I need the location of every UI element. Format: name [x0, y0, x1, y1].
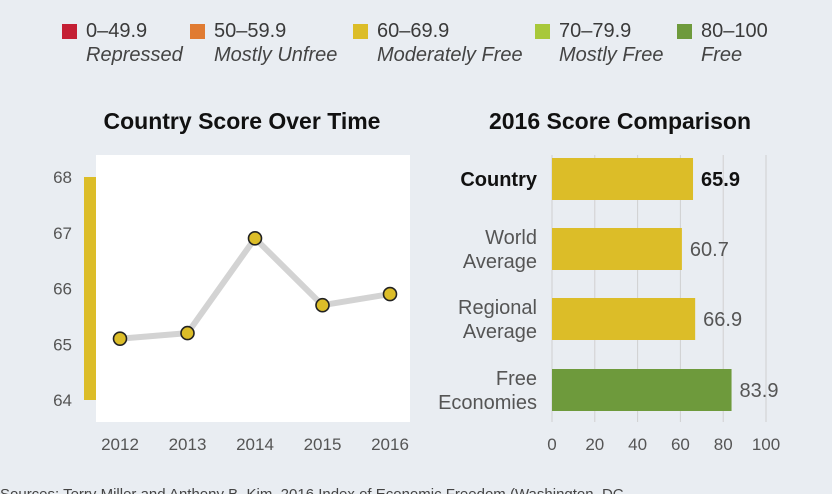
bar-chart-title: 2016 Score Comparison [488, 108, 752, 134]
legend-range: 60–69.9 [377, 20, 450, 42]
legend-range: 0–49.9 [86, 20, 148, 42]
comparison-bar [552, 298, 696, 340]
legend-swatch [353, 24, 368, 39]
x-tick-label: 80 [714, 435, 733, 454]
comparison-bar [552, 228, 682, 270]
bar-category-label: Average [463, 321, 537, 343]
legend-swatch [62, 24, 77, 39]
legend-swatch [190, 24, 205, 39]
legend-swatch [677, 24, 692, 39]
legend-range: 70–79.9 [559, 20, 632, 42]
y-tick-label: 65 [53, 335, 72, 354]
comparison-bar [552, 369, 732, 411]
score-legend: 0–49.9 Repressed 50–59.9 Mostly Unfree 6… [0, 0, 832, 80]
bar-category-label: Free [496, 368, 537, 390]
legend-category: Repressed [86, 44, 183, 66]
score-point [112, 331, 128, 346]
legend-range: 80–100 [701, 20, 768, 42]
x-tick-label: 40 [628, 435, 647, 454]
source-note: Sources: Terry Miller and Anthony B. Kim… [0, 486, 832, 494]
bar-category-label: Average [463, 251, 537, 273]
x-tick-label: 2016 [371, 435, 409, 454]
bar-value-label: 83.9 [740, 380, 779, 402]
x-tick-label: 2013 [169, 435, 207, 454]
y-tick-label: 67 [53, 224, 72, 243]
line-plot-area [96, 155, 410, 422]
legend-category: Mostly Free [559, 44, 664, 66]
x-tick-label: 2012 [101, 435, 139, 454]
bar-value-label: 66.9 [703, 309, 742, 331]
score-point [247, 231, 263, 246]
x-tick-label: 60 [671, 435, 690, 454]
y-tick-label: 68 [53, 168, 72, 187]
bar-category-label: World [485, 227, 537, 249]
score-point [315, 297, 330, 313]
x-tick-label: 2015 [304, 435, 342, 454]
score-point [180, 325, 195, 341]
y-tick-label: 64 [53, 391, 72, 410]
line-chart-title: Country Score Over Time [103, 108, 381, 134]
y-tick-label: 66 [53, 280, 72, 299]
score-category-band [84, 177, 96, 400]
bar-value-label: 65.9 [701, 169, 740, 191]
bar-value-label: 60.7 [690, 239, 729, 261]
x-tick-label: 20 [585, 435, 604, 454]
bar-category-label: Country [460, 169, 538, 191]
x-tick-label: 0 [547, 435, 556, 454]
bar-category-label: Regional [458, 297, 537, 319]
legend-category: Mostly Unfree [214, 44, 338, 66]
legend-category: Moderately Free [377, 44, 523, 66]
x-tick-label: 2014 [236, 435, 274, 454]
bar-category-label: Economies [438, 392, 537, 414]
legend-category: Free [701, 44, 743, 66]
legend-range: 50–59.9 [214, 20, 287, 42]
x-tick-label: 100 [752, 435, 780, 454]
score-point [382, 286, 398, 302]
comparison-bar [552, 158, 694, 200]
legend-swatch [535, 24, 550, 39]
